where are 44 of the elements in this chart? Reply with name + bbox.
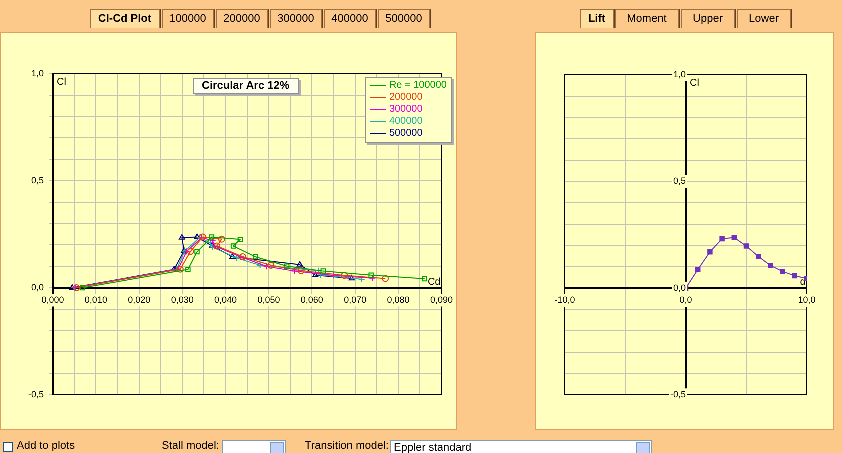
legend-label: Re = 100000 <box>389 80 447 91</box>
x-tick-label: 0,080 <box>387 294 410 305</box>
y-tick-label: 1,0 <box>673 69 686 80</box>
x-tick-label: 0,0 <box>680 295 692 306</box>
dropdown-field: Eppler standard <box>390 440 652 453</box>
y-tick-label: 0,5 <box>31 175 44 186</box>
x-tick-label: 0,020 <box>128 294 151 305</box>
x-tick-label: 0,050 <box>258 294 280 305</box>
legend-label: 500000 <box>389 128 423 139</box>
text: Stall model: <box>162 440 220 452</box>
x-tick-label: 0,070 <box>344 294 367 305</box>
legend-label: 200000 <box>389 92 423 103</box>
x-tick-label: 0,040 <box>214 294 238 305</box>
x-tick-label: 0,060 <box>300 294 324 305</box>
y-tick-label: 0,0 <box>673 282 686 293</box>
text: Circular Arc 12% <box>193 78 299 94</box>
x-tick-label: 0,000 <box>42 294 64 305</box>
text: 300000 <box>270 9 322 28</box>
text: Moment <box>615 9 679 28</box>
y-tick-label: 1,0 <box>31 68 44 78</box>
y-tick-label: -0,5 <box>28 389 44 400</box>
y-tick-label: 0,0 <box>31 282 44 292</box>
y-tick-label: 0,5 <box>673 176 686 186</box>
x-tick-label: 0,090 <box>430 294 454 305</box>
text: Upper <box>681 9 735 28</box>
legend-label: 400000 <box>389 116 423 127</box>
x-tick-label: 10,0 <box>798 295 816 306</box>
text: 200000 <box>216 9 268 28</box>
text: 400000 <box>324 9 376 28</box>
y-tick-label: -0,5 <box>670 389 686 400</box>
legend-label: 300000 <box>389 104 423 115</box>
text: 100000 <box>162 9 214 28</box>
x-tick-label: 0,010 <box>84 294 108 305</box>
text: Transition model: <box>305 440 389 452</box>
text: Lift <box>580 9 614 28</box>
text: 500000 <box>378 9 430 28</box>
x-axis-title: Cd <box>428 276 441 288</box>
text: Lower <box>737 9 791 28</box>
x-tick-label: 0,030 <box>171 294 194 305</box>
x-tick-label: -10,0 <box>554 295 576 306</box>
y-axis-title: Cl <box>57 76 66 88</box>
text: Add to plots <box>17 440 76 452</box>
y-axis-title: Cl <box>690 78 700 89</box>
text: Cl-Cd Plot <box>90 9 160 28</box>
